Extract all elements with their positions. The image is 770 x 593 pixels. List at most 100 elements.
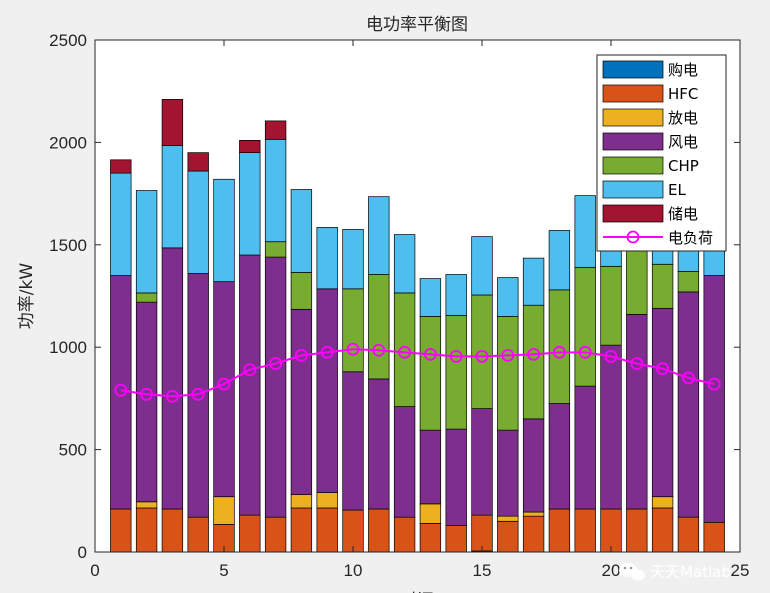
bar-segment-s6-x3 <box>161 99 184 146</box>
bar-segment-s5-x2 <box>135 190 158 294</box>
legend-swatch-4 <box>602 156 664 175</box>
load-line-layer <box>114 342 721 403</box>
bar-segment-s3-x7 <box>264 256 287 518</box>
legend-swatch-1 <box>602 84 664 103</box>
load-point-x23 <box>682 371 695 385</box>
legend-label-0: 购电 <box>668 61 698 79</box>
x-axis-label: 时间 <box>400 591 434 593</box>
bar-segment-s5-x7 <box>264 138 287 243</box>
watermark: 天天Matlab <box>619 563 731 581</box>
x-tick-label: 20 <box>602 561 621 580</box>
bar-segment-s2-x16 <box>497 515 519 522</box>
load-point-x21 <box>630 357 644 370</box>
bar-segment-s1-x11 <box>368 508 390 553</box>
bar-segment-s5-x3 <box>161 145 184 249</box>
bar-segment-s3-x12 <box>393 406 416 518</box>
bar-segment-s3-x21 <box>626 314 648 510</box>
bar-segment-s1-x15 <box>471 514 493 552</box>
bar-segment-s1-x1 <box>110 508 132 553</box>
bar-segment-s3-x24 <box>703 275 725 523</box>
bar-segment-s1-x24 <box>703 521 725 553</box>
y-axis-label: 功率/kW <box>17 263 37 330</box>
bar-segment-s3-x19 <box>574 385 596 510</box>
legend-swatch-6 <box>602 204 664 223</box>
bar-segment-s6-x6 <box>239 140 261 153</box>
y-tick-label: 1500 <box>49 236 87 255</box>
load-point-x3 <box>165 389 179 403</box>
bar-segment-s3-x10 <box>342 371 364 511</box>
bar-segment-s4-x22 <box>651 263 674 309</box>
bar-segment-s5-x14 <box>445 274 467 316</box>
bar-segment-s2-x5 <box>213 496 235 525</box>
bar-segment-s2-x17 <box>522 511 545 517</box>
bar-segment-s6-x4 <box>187 152 209 172</box>
bar-segment-s3-x14 <box>445 428 467 526</box>
bar-segment-s1-x8 <box>290 507 313 553</box>
bar-segment-s1-x3 <box>161 508 184 553</box>
bar-segment-s4-x17 <box>522 304 545 420</box>
x-tick-label: 15 <box>473 561 492 580</box>
y-tick-label: 500 <box>59 441 87 460</box>
bar-segment-s1-x10 <box>342 509 364 553</box>
load-point-x22 <box>656 362 669 376</box>
legend-label-4: CHP <box>668 157 699 175</box>
bar-segment-s1-x20 <box>600 508 622 553</box>
bar-segment-s5-x9 <box>316 227 338 290</box>
load-point-x2 <box>140 387 154 401</box>
legend-swatch-3 <box>602 132 664 151</box>
bar-segment-s4-x23 <box>677 271 700 293</box>
bar-segment-s5-x17 <box>522 257 545 306</box>
bar-segment-s4-x11 <box>368 274 390 380</box>
legend-marker <box>626 230 640 244</box>
bar-segment-s1-x22 <box>651 507 674 553</box>
bar-segment-s2-x9 <box>316 492 338 509</box>
bar-segment-s4-x7 <box>264 241 287 258</box>
load-point-x4 <box>191 387 205 401</box>
chart-title: 电功率平衡图 <box>366 15 468 35</box>
bar-segment-s5-x6 <box>239 152 261 256</box>
bar-segment-s3-x11 <box>368 378 390 510</box>
load-point-x14 <box>449 350 463 363</box>
bar-segment-s1-x13 <box>419 522 442 553</box>
bar-segment-s4-x14 <box>445 315 467 430</box>
bar-segment-s1-x2 <box>135 507 158 553</box>
bar-segment-s4-x20 <box>600 265 622 346</box>
y-axis-ticks: 0 500 1000 1500 2000 2500 <box>49 31 740 562</box>
bar-segment-s3-x9 <box>316 288 338 493</box>
bar-segment-s3-x13 <box>419 429 442 505</box>
bar-segment-s5-x1 <box>110 172 132 276</box>
load-point-x18 <box>553 345 566 359</box>
load-point-x20 <box>604 350 618 363</box>
bar-segment-s6-x1 <box>110 159 132 174</box>
x-tick-label: 25 <box>731 561 750 580</box>
bar-segment-s5-x8 <box>290 189 313 273</box>
bar-segment-s4-x12 <box>393 292 416 407</box>
bar-segment-s5-x12 <box>393 234 416 294</box>
y-tick-label: 2000 <box>49 133 87 152</box>
load-point-x13 <box>423 347 437 361</box>
x-tick-label: 0 <box>90 561 99 580</box>
load-point-x24 <box>707 377 721 391</box>
load-point-x10 <box>346 342 360 356</box>
bar-segment-s5-x16 <box>497 277 519 317</box>
load-point-x11 <box>372 343 386 357</box>
bar-segment-s4-x13 <box>419 316 442 431</box>
bar-segment-s5-x19 <box>574 195 596 268</box>
bar-segment-s5-x4 <box>187 170 209 274</box>
bar-segment-s1-x9 <box>316 507 338 553</box>
bar-segment-s3-x18 <box>548 403 571 510</box>
bar-segment-s5-x10 <box>342 229 364 290</box>
bar-segment-s3-x6 <box>239 254 261 516</box>
y-tick-label: 1000 <box>49 338 87 357</box>
axes-box <box>94 39 741 553</box>
load-point-x8 <box>294 348 308 362</box>
legend-label-5: EL <box>668 181 686 199</box>
bar-segment-s4-x16 <box>497 316 519 431</box>
bar-segment-s1-x16 <box>497 520 519 553</box>
legend-label-1: HFC <box>668 85 698 103</box>
bar-segment-s1-x4 <box>187 516 209 553</box>
bar-segment-s1-x23 <box>677 516 700 553</box>
load-point-x15 <box>475 350 489 363</box>
